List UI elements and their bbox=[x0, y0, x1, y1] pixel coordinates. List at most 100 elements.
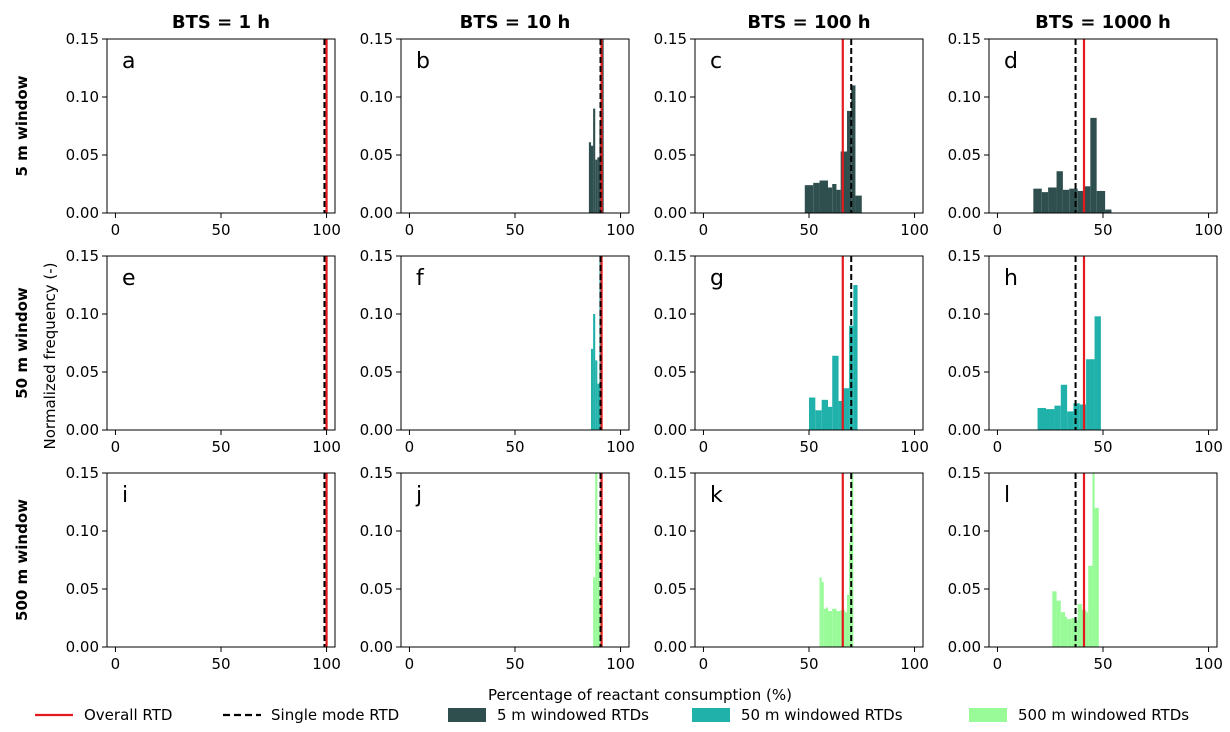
panel-letter: f bbox=[416, 266, 425, 291]
y-tick-label: 0.00 bbox=[360, 421, 393, 439]
x-tick-label: 100 bbox=[312, 655, 341, 673]
histogram-bar bbox=[1041, 192, 1049, 213]
panel-frame bbox=[106, 255, 336, 431]
histogram-bar bbox=[1067, 619, 1072, 647]
histogram-bar bbox=[819, 180, 828, 213]
panel-c: 0 50 100 0.00 0.05 0.10 0.15 c bbox=[654, 30, 929, 239]
x-tick-label: 50 bbox=[1093, 438, 1112, 456]
y-tick-label: 0.15 bbox=[948, 464, 981, 482]
y-tick-label: 0.05 bbox=[948, 146, 981, 164]
x-tick-label: 100 bbox=[900, 221, 929, 239]
y-tick-label: 0.05 bbox=[360, 580, 393, 598]
panel-frame bbox=[106, 472, 336, 648]
panel-letter: a bbox=[122, 49, 135, 74]
histogram-bar bbox=[1084, 186, 1091, 213]
histogram-bar bbox=[588, 142, 591, 213]
histogram-bar bbox=[593, 577, 596, 647]
y-tick-label: 0.05 bbox=[66, 363, 99, 381]
y-tick-label: 0.10 bbox=[360, 522, 393, 540]
histogram-bar bbox=[847, 594, 850, 647]
histogram-bar bbox=[1094, 507, 1099, 647]
x-tick-label: 50 bbox=[211, 221, 230, 239]
panel-letter: e bbox=[122, 266, 136, 291]
row-title: 500 m window bbox=[13, 499, 31, 621]
x-tick-label: 50 bbox=[505, 221, 524, 239]
panel-i: 0 50 100 0.00 0.05 0.10 0.15 i bbox=[66, 464, 341, 673]
histogram-bar bbox=[849, 542, 852, 647]
x-tick-label: 50 bbox=[799, 655, 818, 673]
histogram-bar bbox=[1065, 616, 1068, 647]
y-tick-label: 0.00 bbox=[66, 421, 99, 439]
x-tick-label: 100 bbox=[900, 438, 929, 456]
histogram-bar bbox=[1073, 403, 1080, 430]
y-tick-label: 0.05 bbox=[66, 580, 99, 598]
histogram-bar bbox=[828, 611, 833, 647]
panel-frame bbox=[988, 472, 1218, 648]
y-tick-label: 0.05 bbox=[654, 363, 687, 381]
histogram-bar bbox=[832, 608, 837, 647]
y-tick-label: 0.15 bbox=[948, 247, 981, 265]
y-tick-label: 0.10 bbox=[360, 305, 393, 323]
histogram-bar bbox=[595, 159, 598, 213]
legend-swatch bbox=[692, 708, 730, 722]
histogram-bar bbox=[1046, 409, 1055, 430]
legend-swatch bbox=[969, 708, 1007, 722]
x-tick-label: 100 bbox=[900, 655, 929, 673]
histogram-bar bbox=[853, 285, 858, 430]
y-tick-label: 0.00 bbox=[654, 421, 687, 439]
histogram-bar bbox=[819, 577, 822, 647]
histogram-bar bbox=[1048, 187, 1057, 213]
histogram-bar bbox=[1033, 188, 1042, 213]
y-tick-label: 0.00 bbox=[654, 638, 687, 656]
x-tick-label: 0 bbox=[993, 221, 1003, 239]
histogram-bar bbox=[1088, 565, 1093, 647]
x-tick-label: 100 bbox=[1194, 655, 1223, 673]
legend-label: Single mode RTD bbox=[271, 706, 399, 724]
x-tick-label: 50 bbox=[1093, 221, 1112, 239]
panel-letter: d bbox=[1004, 49, 1018, 74]
panel-b: 0 50 100 0.00 0.05 0.10 0.15 b bbox=[360, 30, 635, 239]
panel-letter: h bbox=[1004, 266, 1018, 291]
column-title: BTS = 1000 h bbox=[1035, 12, 1171, 33]
histogram-bar bbox=[836, 611, 841, 647]
panel-frame bbox=[694, 472, 924, 648]
x-tick-label: 100 bbox=[312, 221, 341, 239]
histogram-bar bbox=[597, 383, 600, 430]
y-tick-label: 0.05 bbox=[360, 146, 393, 164]
panel-a: 0 50 100 0.00 0.05 0.10 0.15 a bbox=[66, 30, 341, 239]
y-tick-label: 0.10 bbox=[66, 88, 99, 106]
column-title: BTS = 1 h bbox=[172, 12, 270, 33]
histogram-bar bbox=[828, 406, 833, 430]
histogram-bar bbox=[851, 85, 856, 213]
histogram-bar bbox=[855, 195, 862, 213]
panel-letter: l bbox=[1004, 483, 1010, 508]
legend-label: 500 m windowed RTDs bbox=[1018, 706, 1189, 724]
histogram-bar bbox=[1069, 188, 1078, 213]
histogram-bar bbox=[1056, 600, 1061, 647]
panel-j: 0 50 100 0.00 0.05 0.10 0.15 j bbox=[360, 464, 635, 673]
histogram-bar bbox=[591, 348, 594, 430]
x-tick-label: 0 bbox=[111, 655, 121, 673]
panel-letter: b bbox=[416, 49, 430, 74]
y-tick-label: 0.15 bbox=[654, 247, 687, 265]
histogram-bar bbox=[813, 182, 820, 213]
x-tick-label: 0 bbox=[111, 438, 121, 456]
histogram-bar bbox=[595, 360, 598, 430]
y-tick-label: 0.00 bbox=[66, 204, 99, 222]
histogram-bar bbox=[1071, 618, 1076, 647]
histogram-bar bbox=[823, 608, 826, 647]
histogram-bar bbox=[1067, 411, 1074, 430]
histogram-bar bbox=[851, 473, 854, 647]
column-title: BTS = 100 h bbox=[747, 12, 870, 33]
y-axis-title: Normalized frequency (-) bbox=[41, 263, 59, 450]
histogram-bar bbox=[1052, 591, 1057, 647]
panel-letter: j bbox=[415, 483, 422, 508]
x-tick-label: 0 bbox=[405, 655, 415, 673]
row-title: 5 m window bbox=[13, 75, 31, 176]
x-axis-title: Percentage of reactant consumption (%) bbox=[488, 686, 792, 704]
histogram-bar bbox=[1075, 620, 1078, 647]
y-tick-label: 0.00 bbox=[360, 638, 393, 656]
histogram-bar bbox=[597, 542, 600, 647]
x-tick-label: 50 bbox=[799, 221, 818, 239]
